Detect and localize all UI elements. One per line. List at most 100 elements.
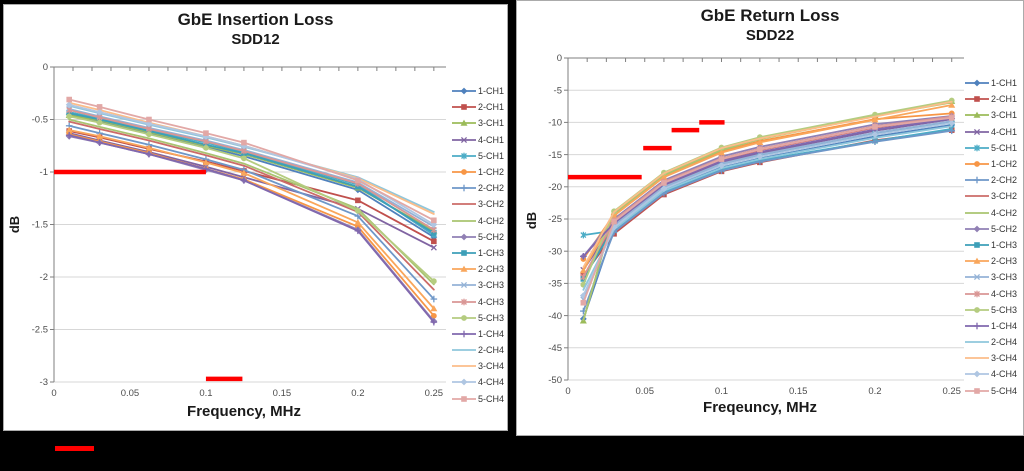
legend-item: 2-CH3	[965, 253, 1017, 269]
legend-swatch-square	[452, 104, 476, 111]
chart-subtitle: SDD22	[745, 27, 795, 44]
legend-item: 5-CH4	[452, 391, 504, 407]
legend-label: 2-CH4	[478, 345, 505, 356]
legend-label: 3-CH1	[478, 118, 505, 129]
legend-swatch-plus	[452, 184, 476, 192]
legend-item: 4-CH1	[452, 132, 504, 148]
legend-swatch-none	[452, 349, 476, 351]
svg-text:-2: -2	[40, 272, 48, 283]
legend-swatch-square	[452, 250, 476, 256]
legend-swatch-asterisk	[965, 144, 989, 152]
legend-label: 3-CH1	[991, 110, 1018, 121]
svg-text:0: 0	[565, 386, 570, 397]
legend-swatch-diamond	[965, 225, 989, 233]
legend-label: 5-CH1	[991, 142, 1018, 153]
chart-title: GbE Return Loss	[700, 6, 840, 25]
insertion-loss-chart-panel: 0 -0.5 -1 -1.5 -2 -2.5 -3 0 0.05 0.1 0.15 0.2 0.25 G…	[3, 4, 508, 431]
chart-title: GbE Insertion Loss	[177, 10, 334, 29]
legend-item: 3-CH4	[452, 358, 504, 374]
legend-swatch-plus	[965, 176, 989, 184]
svg-text:-3: -3	[40, 377, 48, 388]
legend-label: 1-CH2	[991, 159, 1018, 170]
svg-text:-30: -30	[548, 246, 562, 257]
legend-item: 1-CH1	[965, 75, 1017, 91]
svg-text:0.15: 0.15	[273, 388, 292, 399]
chart-title-block: GbE Insertion Loss SDD12	[4, 10, 507, 49]
legend-label: 2-CH3	[991, 256, 1018, 267]
legend-swatch-triangle	[965, 112, 989, 119]
series-legend: 1-CH1 2-CH1 3-CH1 4-CH1 5-CH1 1-CH2 2-CH2 3-CH2…	[965, 75, 1017, 399]
svg-text:0.2: 0.2	[868, 386, 881, 397]
legend-item: 1-CH2	[965, 156, 1017, 172]
svg-text:0.25: 0.25	[425, 388, 444, 399]
legend-label: 5-CH4	[478, 393, 505, 404]
legend-swatch-x	[452, 282, 476, 289]
legend-label: 4-CH3	[991, 288, 1018, 299]
legend-swatch-x	[452, 136, 476, 143]
svg-text:-1.5: -1.5	[32, 220, 48, 231]
svg-text:0.05: 0.05	[121, 388, 140, 399]
legend-label: 4-CH4	[478, 377, 505, 388]
legend-label: 1-CH4	[478, 328, 505, 339]
svg-text:0.15: 0.15	[789, 386, 808, 397]
legend-swatch-none	[452, 365, 476, 368]
series-legend: 1-CH1 2-CH1 3-CH1 4-CH1 5-CH1 1-CH2 2-CH2 3-CH2…	[452, 83, 504, 407]
svg-text:0.05: 0.05	[635, 386, 654, 397]
insertion-loss-plot: 0-0.5-1-1.5-2-2.5-30 0.05 0.1 0.15 0.2 0.25	[32, 62, 446, 399]
legend-item: 2-CH1	[965, 91, 1017, 107]
legend-item: 4-CH4	[452, 374, 504, 390]
svg-text:-1: -1	[40, 167, 48, 178]
legend-item: 5-CH3	[452, 310, 504, 326]
legend-swatch-x	[965, 128, 989, 135]
legend-swatch-diamond	[452, 233, 476, 241]
legend-item: 1-CH3	[965, 237, 1017, 253]
legend-swatch-square	[965, 96, 989, 103]
legend-item: 4-CH3	[965, 285, 1017, 301]
svg-text:0: 0	[43, 62, 48, 73]
svg-text:-5: -5	[554, 85, 562, 96]
legend-label: 2-CH2	[478, 183, 505, 194]
legend-item: 4-CH1	[965, 124, 1017, 140]
legend-label: 5-CH2	[991, 223, 1018, 234]
legend-swatch-triangle	[452, 120, 476, 127]
svg-text:-40: -40	[548, 311, 562, 322]
legend-label: 3-CH4	[478, 361, 505, 372]
legend-label: 2-CH1	[991, 94, 1018, 105]
legend-label: 2-CH1	[478, 102, 505, 113]
x-axis-title: Freqeuncy, MHz	[703, 399, 817, 416]
svg-text:0: 0	[557, 53, 562, 64]
legend-label: 5-CH1	[478, 150, 505, 161]
svg-text:-25: -25	[548, 214, 562, 225]
legend-label: 4-CH2	[478, 215, 505, 226]
legend-swatch-asterisk	[452, 152, 476, 160]
legend-label: 5-CH4	[991, 385, 1018, 396]
legend-item: 2-CH1	[452, 99, 504, 115]
legend-item: 3-CH4	[965, 350, 1017, 366]
legend-label: 5-CH3	[991, 304, 1018, 315]
legend-item: 5-CH2	[452, 229, 504, 245]
legend-item: 2-CH2	[965, 172, 1017, 188]
legend-item: 4-CH2	[452, 213, 504, 229]
legend-item: 3-CH2	[965, 188, 1017, 204]
legend-swatch-diamond	[452, 87, 476, 95]
chart-title-block: GbE Return Loss SDD22	[517, 6, 1023, 45]
svg-text:0.2: 0.2	[351, 388, 364, 399]
legend-label: 1-CH3	[478, 247, 505, 258]
legend-item: 1-CH4	[965, 318, 1017, 334]
legend-swatch-square	[452, 395, 476, 402]
legend-item: 5-CH4	[965, 383, 1017, 399]
legend-swatch-none	[965, 357, 989, 360]
chart-subtitle: SDD12	[231, 31, 280, 48]
legend-label: 4-CH2	[991, 207, 1018, 218]
svg-text:-35: -35	[548, 279, 562, 290]
svg-text:0.1: 0.1	[715, 386, 728, 397]
legend-item: 1-CH4	[452, 326, 504, 342]
legend-label: 2-CH2	[991, 175, 1018, 186]
legend-label: 1-CH3	[991, 239, 1018, 250]
legend-label: 4-CH1	[991, 126, 1018, 137]
legend-label: 1-CH2	[478, 167, 505, 178]
legend-label: 3-CH3	[478, 280, 505, 291]
legend-swatch-circle	[452, 314, 476, 321]
legend-item: 2-CH3	[452, 261, 504, 277]
